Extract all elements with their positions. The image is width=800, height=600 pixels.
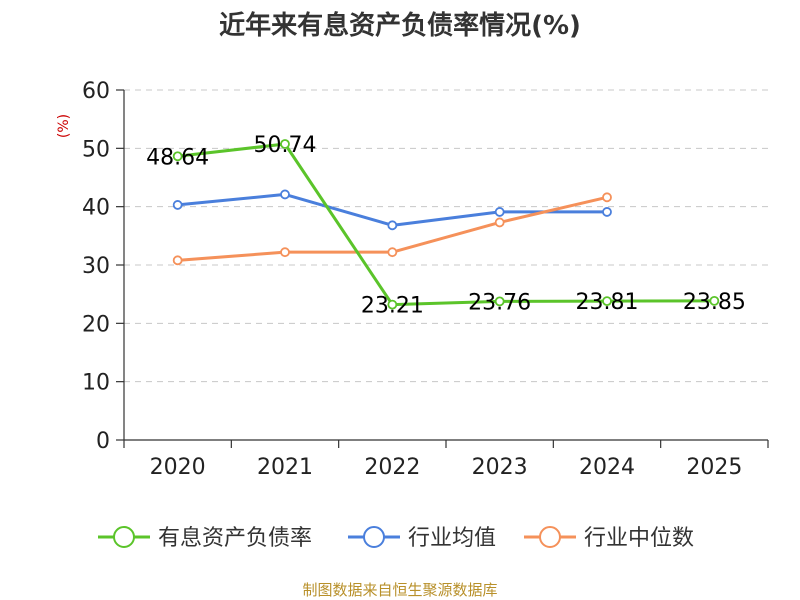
data-label: 48.64 [146,145,209,170]
data-point [172,255,183,266]
x-axis-ticks: 2020 2021 2022 2023 2024 2025 [150,455,743,480]
legend-swatch-marker [363,526,385,548]
grid-lines [124,89,768,383]
y-axis-unit: (%) [56,114,72,138]
y-tick-label: 20 [82,312,110,337]
x-tick-label: 2022 [364,455,420,480]
data-point [709,295,720,306]
x-tick-label: 2020 [150,455,206,480]
data-point [494,207,505,217]
series-group [172,139,720,310]
legend-swatch-marker [539,526,561,548]
y-tick-label: 50 [82,137,110,162]
data-point [387,220,398,231]
data-label: 23.85 [683,290,746,315]
legend-swatch-marker [113,526,135,548]
y-axis-ticks: 0 10 20 30 40 50 60 [82,79,124,454]
data-point [387,299,398,310]
data-label: 50.74 [254,133,317,158]
series-line [177,142,715,307]
data-point [172,151,183,162]
x-tick-label: 2023 [472,455,528,480]
y-tick-label: 40 [82,196,110,221]
data-point [280,247,290,258]
x-tick-label: 2021 [257,455,313,480]
y-tick-label: 60 [82,79,110,104]
data-point [494,217,505,228]
legend-label: 行业中位数 [584,526,694,551]
chart-title: 近年来有息资产负债率情况(%) [219,10,581,41]
data-point [602,192,612,203]
y-tick-label: 10 [82,371,110,396]
data-point [387,247,398,258]
data-labels: 48.64 50.74 23.21 23.76 23.81 23.85 [146,133,746,319]
x-tick-label: 2025 [686,455,742,480]
data-point [494,296,505,307]
data-label: 23.76 [468,290,531,315]
data-label: 23.21 [361,294,424,319]
legend-label: 行业均值 [408,526,496,551]
data-point [280,189,290,200]
data-point [602,296,612,307]
axes [123,90,769,448]
data-point [280,139,290,149]
y-tick-label: 0 [96,429,110,454]
data-point [602,207,612,217]
x-tick-label: 2024 [579,455,635,480]
source-note: 制图数据来自恒生聚源数据库 [302,581,497,599]
legend-label: 有息资产负债率 [158,526,312,551]
data-point [172,200,183,210]
y-tick-label: 30 [82,254,110,279]
data-label: 23.81 [576,290,639,315]
legend: 有息资产负债率 行业均值 行业中位数 [98,526,694,551]
